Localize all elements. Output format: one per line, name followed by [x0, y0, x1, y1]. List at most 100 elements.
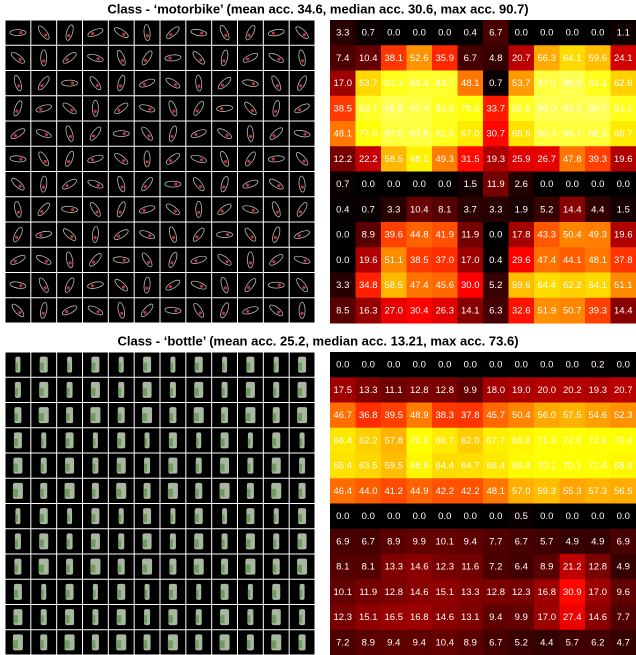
cell-value: 37.0 [436, 255, 455, 266]
cell-value: 50.7 [563, 305, 582, 316]
cell-value: 0.0 [413, 511, 426, 522]
cell-value: 30.0 [461, 280, 480, 291]
thumbnail [40, 483, 47, 499]
thumbnail-shape [94, 110, 97, 113]
cell-value: 50.4 [563, 230, 582, 241]
thumbnail [92, 483, 99, 499]
cell-value: 9.4 [387, 637, 400, 648]
thumbnail [195, 634, 202, 650]
cell-value: 9.9 [464, 385, 477, 396]
cell-value: 38.1 [385, 53, 404, 64]
cell-value: 59.6 [589, 53, 608, 64]
cell-value: 0.0 [566, 511, 579, 522]
cell-value: 6.2 [591, 637, 604, 648]
thumbnail-shape [66, 590, 70, 598]
cell-value: 59.3 [538, 486, 557, 497]
thumbnail-shape [145, 590, 148, 598]
cell-value: 45.7 [487, 410, 506, 421]
thumbnail [145, 432, 150, 448]
thumbnail [273, 407, 280, 423]
cell-value: 55.3 [563, 486, 582, 497]
cell-value: 0.0 [413, 28, 426, 39]
thumbnail [118, 382, 124, 398]
thumbnail [39, 382, 48, 398]
thumbnail-shape [194, 539, 199, 547]
cell-value: 4.4 [540, 637, 553, 648]
cell-value: 0.0 [566, 360, 579, 371]
cell-value: 67.7 [487, 435, 506, 446]
cell-value: 6.7 [489, 28, 502, 39]
thumbnail [41, 584, 46, 600]
cell-value: 31.5 [461, 154, 480, 165]
thumbnail [222, 357, 227, 373]
cell-value: 14.4 [563, 204, 582, 215]
thumbnail-shape [15, 363, 18, 371]
thumbnail-shape [67, 539, 70, 547]
thumbnail [144, 609, 150, 625]
cell-value: 78.5 [461, 103, 480, 114]
cell-value: 14.6 [410, 562, 429, 573]
thumbnail [143, 357, 151, 373]
cell-value: 0.4 [336, 204, 349, 215]
thumbnail-shape [220, 615, 225, 623]
thumbnail-shape [119, 363, 122, 371]
thumbnail [65, 609, 74, 625]
cell-value: 0.0 [515, 28, 528, 39]
thumbnail [222, 508, 227, 524]
thumbnail-shape [40, 489, 44, 497]
thumbnail [40, 357, 48, 373]
thumbnail [196, 609, 202, 625]
thumbnail [221, 407, 228, 423]
thumbnail [143, 508, 151, 524]
thumbnail [15, 382, 21, 398]
cell-value: 62.2 [359, 435, 378, 446]
cell-value: 0.0 [438, 28, 451, 39]
cell-value: 20.0 [538, 385, 557, 396]
thumbnail-shape [168, 615, 173, 623]
thumbnail [15, 508, 20, 524]
cell-value: 9.6 [617, 587, 630, 598]
thumbnail-shape [15, 514, 18, 522]
thumbnail-shape [274, 514, 277, 522]
cell-value: 38.3 [436, 410, 455, 421]
thumbnail-shape [298, 363, 302, 371]
thumbnail-shape [298, 388, 303, 396]
thumbnail [169, 407, 176, 423]
thumbnail [14, 559, 21, 575]
cell-value: 27.0 [385, 305, 404, 316]
thumbnail-shape [169, 438, 173, 446]
cell-value: 0.0 [591, 511, 604, 522]
thumbnail [65, 483, 75, 499]
cell-value: 6.9 [336, 536, 349, 547]
cell-value: 14.4 [614, 305, 633, 316]
thumbnail-shape [13, 489, 18, 497]
cell-value: 45.6 [436, 280, 455, 291]
cell-value: 68.9 [614, 461, 633, 472]
cell-value: 5.2 [540, 204, 553, 215]
cell-value: 8.9 [387, 536, 400, 547]
thumbnail-shape [222, 363, 225, 371]
thumbnail [67, 357, 72, 373]
thumbnail [245, 559, 255, 575]
cell-value: 83.7 [436, 78, 455, 89]
thumbnail-shape [221, 565, 225, 573]
thumbnail-shape [14, 590, 18, 598]
thumbnail-shape [41, 615, 44, 623]
cell-value: 51.9 [538, 305, 557, 316]
cell-value: 6.7 [464, 53, 477, 64]
thumbnail-shape [196, 438, 199, 446]
cell-value: 4.8 [489, 53, 502, 64]
cell-value: 63.7 [359, 78, 378, 89]
cell-value: 4.9 [566, 536, 579, 547]
thumbnail-shape [168, 464, 173, 472]
cell-value: 5.7 [540, 536, 553, 547]
thumbnail-shape [221, 413, 225, 421]
thumbnail-shape [245, 413, 250, 421]
thumbnail-shape [245, 565, 250, 573]
thumbnail [169, 559, 176, 575]
cell-value: 0.0 [413, 360, 426, 371]
cell-value: 0.4 [464, 28, 477, 39]
cell-value: 0.0 [617, 360, 630, 371]
thumbnail-shape [66, 565, 70, 573]
thumbnail-shape [90, 565, 95, 573]
